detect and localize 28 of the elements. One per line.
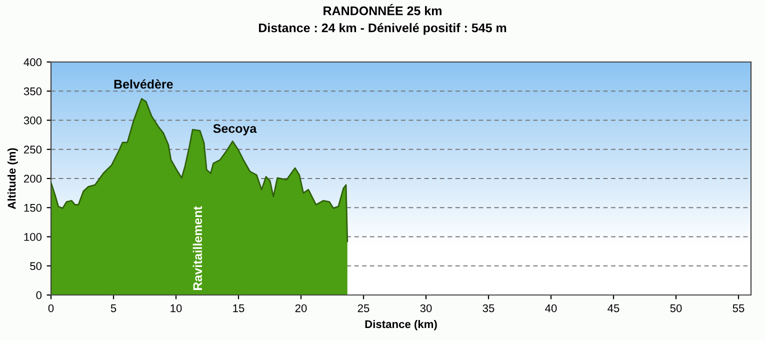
- y-tick-label: 100: [24, 233, 42, 241]
- x-tick-label: 40: [545, 304, 557, 312]
- x-tick-label: 45: [608, 304, 620, 312]
- y-tick-label: 200: [24, 174, 42, 183]
- x-tick-label: 30: [420, 304, 432, 312]
- annotation: Ravitaillement: [192, 206, 202, 290]
- x-tick-label: 55: [732, 304, 744, 312]
- x-tick-label: 0: [48, 304, 54, 312]
- x-tick-label: 25: [358, 304, 370, 312]
- y-tick-label: 300: [24, 116, 42, 124]
- y-tick-label: 250: [24, 146, 42, 154]
- chart-subtitle: Distance : 24 km - Dénivelé positif : 545 m: [258, 23, 506, 35]
- y-tick-label: 50: [30, 262, 42, 270]
- x-axis-title: Distance (km): [365, 320, 437, 330]
- y-tick-label: 0: [36, 291, 42, 300]
- x-tick-label: 15: [233, 304, 244, 312]
- x-tick-label: 10: [170, 304, 182, 312]
- y-tick-label: 400: [24, 58, 42, 66]
- x-tick-label: 20: [295, 304, 307, 312]
- y-tick-label: 350: [24, 87, 42, 96]
- chart-title: RANDONNÉE 25 km: [324, 4, 442, 16]
- annotation: Belvédère: [114, 79, 173, 89]
- x-tick-label: 5: [110, 304, 116, 312]
- y-axis-title: Altitude (m): [8, 148, 18, 210]
- annotation: Secoya: [213, 124, 257, 136]
- x-tick-label: 50: [670, 304, 682, 312]
- y-tick-label: 150: [24, 204, 42, 212]
- x-tick-label: 35: [482, 304, 494, 312]
